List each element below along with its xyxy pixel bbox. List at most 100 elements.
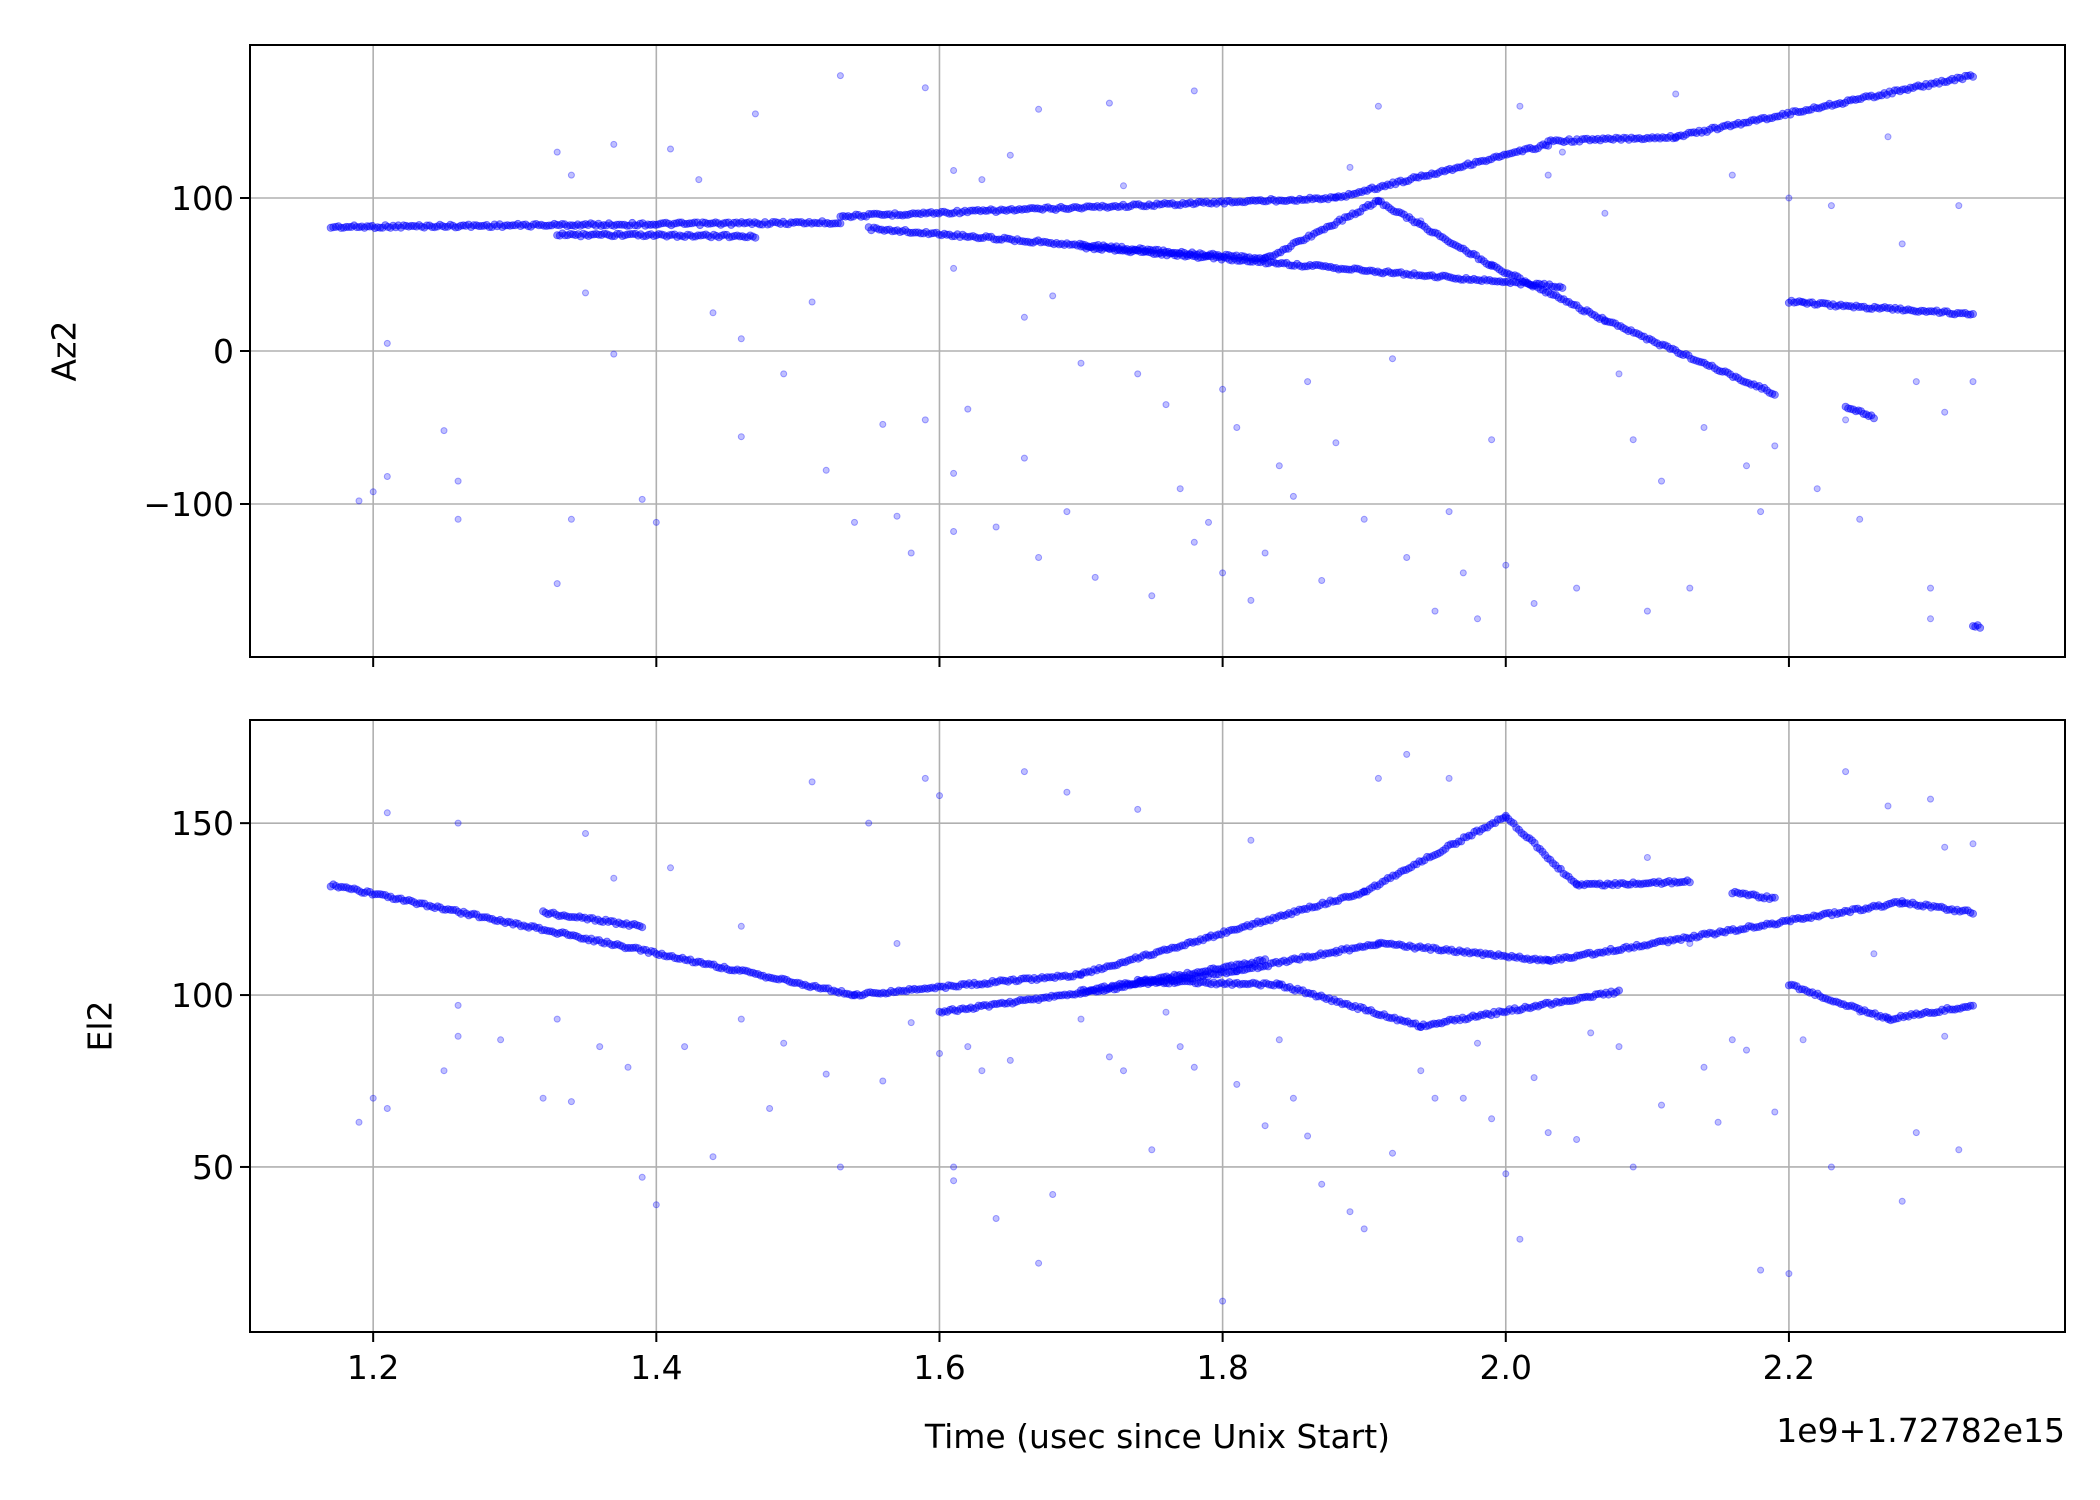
az2-scatter-point [1304, 378, 1312, 386]
el2-xtick-label: 1.2 [347, 1348, 399, 1387]
el2-scatter-point [383, 1105, 391, 1112]
az2-scatter-point [1318, 577, 1326, 584]
az2-scatter-point [1020, 454, 1028, 462]
el2-scatter-point [907, 1019, 915, 1027]
az2-scatter-point [1247, 596, 1255, 604]
el2-scatter-point [808, 778, 816, 786]
az2-scatter-point [1289, 492, 1297, 500]
az2-scatter-point [822, 466, 830, 474]
az2-scatter-point [1558, 148, 1566, 156]
az2-scatter-point [751, 110, 759, 118]
az2-scatter-point [1884, 133, 1892, 141]
el2-scatter-point [1714, 1118, 1722, 1126]
az2-scatter-point [440, 427, 448, 435]
el2-scatter-point [836, 1163, 844, 1171]
az2-scatter-point [582, 289, 589, 297]
el2-scatter-point [652, 1201, 660, 1209]
el2-scatter-point [1233, 1080, 1241, 1088]
az2-scatter-point [1403, 554, 1411, 561]
el2-xtick-label: 1.8 [1196, 1348, 1248, 1387]
az2-scatter-point [1728, 171, 1736, 179]
az2-scatter-point [1530, 600, 1538, 607]
el2-scatter-point [383, 809, 391, 817]
az2-scatter-point [355, 497, 363, 505]
el2-scatter-point [638, 1173, 646, 1181]
az2-scatter-point [1275, 462, 1283, 470]
el2-xtick-label: 1.6 [913, 1348, 965, 1387]
az2-scatter-point [964, 405, 972, 413]
el2-scatter-point [1445, 774, 1453, 782]
el2-scatter-point [1856, 1008, 1864, 1016]
az2-scatter-point [1743, 462, 1750, 470]
el2-scatter-point [539, 1094, 547, 1102]
az2-scatter-point [652, 518, 660, 526]
az2-track-0-point [836, 219, 845, 228]
az2-scatter-point [1105, 99, 1113, 107]
el2-scatter-point [1842, 768, 1850, 776]
el2-scatter-point [1063, 788, 1071, 796]
el2-ytick-label: 150 [171, 804, 234, 843]
az2-scatter-point [1035, 554, 1043, 561]
az2-scatter-point [1474, 615, 1481, 623]
az2-track-12-point [1969, 309, 1978, 318]
az2-scatter-point [1219, 385, 1227, 393]
el2-track-14-point [1615, 986, 1624, 995]
az2-track-9-point [1770, 390, 1779, 399]
az2-scatter-point [1332, 439, 1340, 447]
az2-scatter-point [1771, 442, 1779, 450]
az2-scatter-point [737, 433, 745, 441]
el2-scatter-point [865, 819, 873, 827]
az2-scatter-point [1643, 607, 1651, 615]
el2-scatter-point [1686, 940, 1694, 947]
el2-scatter-point [978, 1067, 986, 1075]
el2-scatter-point [950, 1163, 958, 1171]
el2-scatter-point [936, 792, 943, 800]
el2-scatter-point [1728, 1036, 1736, 1044]
el2-scatter-point [1318, 1180, 1326, 1188]
el2-track-11-point [1969, 909, 1978, 918]
az2-scatter-point [1629, 436, 1637, 444]
az2-scatter-point [1091, 573, 1099, 581]
az2-scatter-point [1927, 584, 1934, 592]
az2-scatter-point [1148, 592, 1156, 600]
az2-scatter-point [1176, 485, 1184, 493]
el2-scatter-point [1757, 1266, 1765, 1274]
el2-scatter-point [454, 819, 462, 827]
az2-ticks: 100 0 −100 [143, 179, 1790, 667]
el2-scatter-point [1332, 950, 1340, 958]
az2-scatter-point [1020, 313, 1028, 321]
az2-scatter-point [1445, 508, 1453, 516]
el2-scatter-point [1049, 1191, 1057, 1198]
el2-scatter-point [950, 1177, 958, 1185]
az2-scatter-point [780, 370, 788, 378]
az2-scatter-point [1516, 102, 1524, 110]
el2-scatter-point [1474, 1039, 1481, 1047]
az2-scatter-point [1205, 518, 1212, 526]
el2-scatter-point [921, 774, 929, 782]
el2-scatter-point [1927, 795, 1934, 803]
el2-scatter-point [1502, 1170, 1510, 1178]
el2-scatter-point [497, 1036, 505, 1044]
el2-scatter-point [1516, 1235, 1524, 1243]
el2-scatter-point [1247, 836, 1255, 844]
el2-scatter-point [893, 940, 901, 947]
az2-scatter-point [1190, 538, 1198, 546]
az2-scatter-point [1120, 182, 1127, 190]
el2-scatter-point [1176, 1043, 1184, 1051]
el2-scatter-point [1417, 1067, 1425, 1075]
az2-scatter-point [1573, 584, 1581, 592]
el2-ytick-label: 50 [192, 1148, 234, 1187]
el2-scatter-point [1261, 1122, 1269, 1130]
az2-scatter-point [638, 495, 646, 503]
az2-scatter-point [1006, 151, 1014, 159]
el2-scatter-point [1162, 1008, 1170, 1016]
az2-scatter-point [907, 549, 915, 557]
az2-panel: 100 0 −100 Az2 [45, 44, 2066, 667]
az2-scatter-point [1389, 355, 1396, 363]
el2-scatter-point [1658, 1101, 1665, 1109]
az2-scatter-point [851, 518, 858, 526]
az2-scatter-point [950, 167, 958, 174]
az2-ytick-label: 0 [213, 332, 234, 371]
